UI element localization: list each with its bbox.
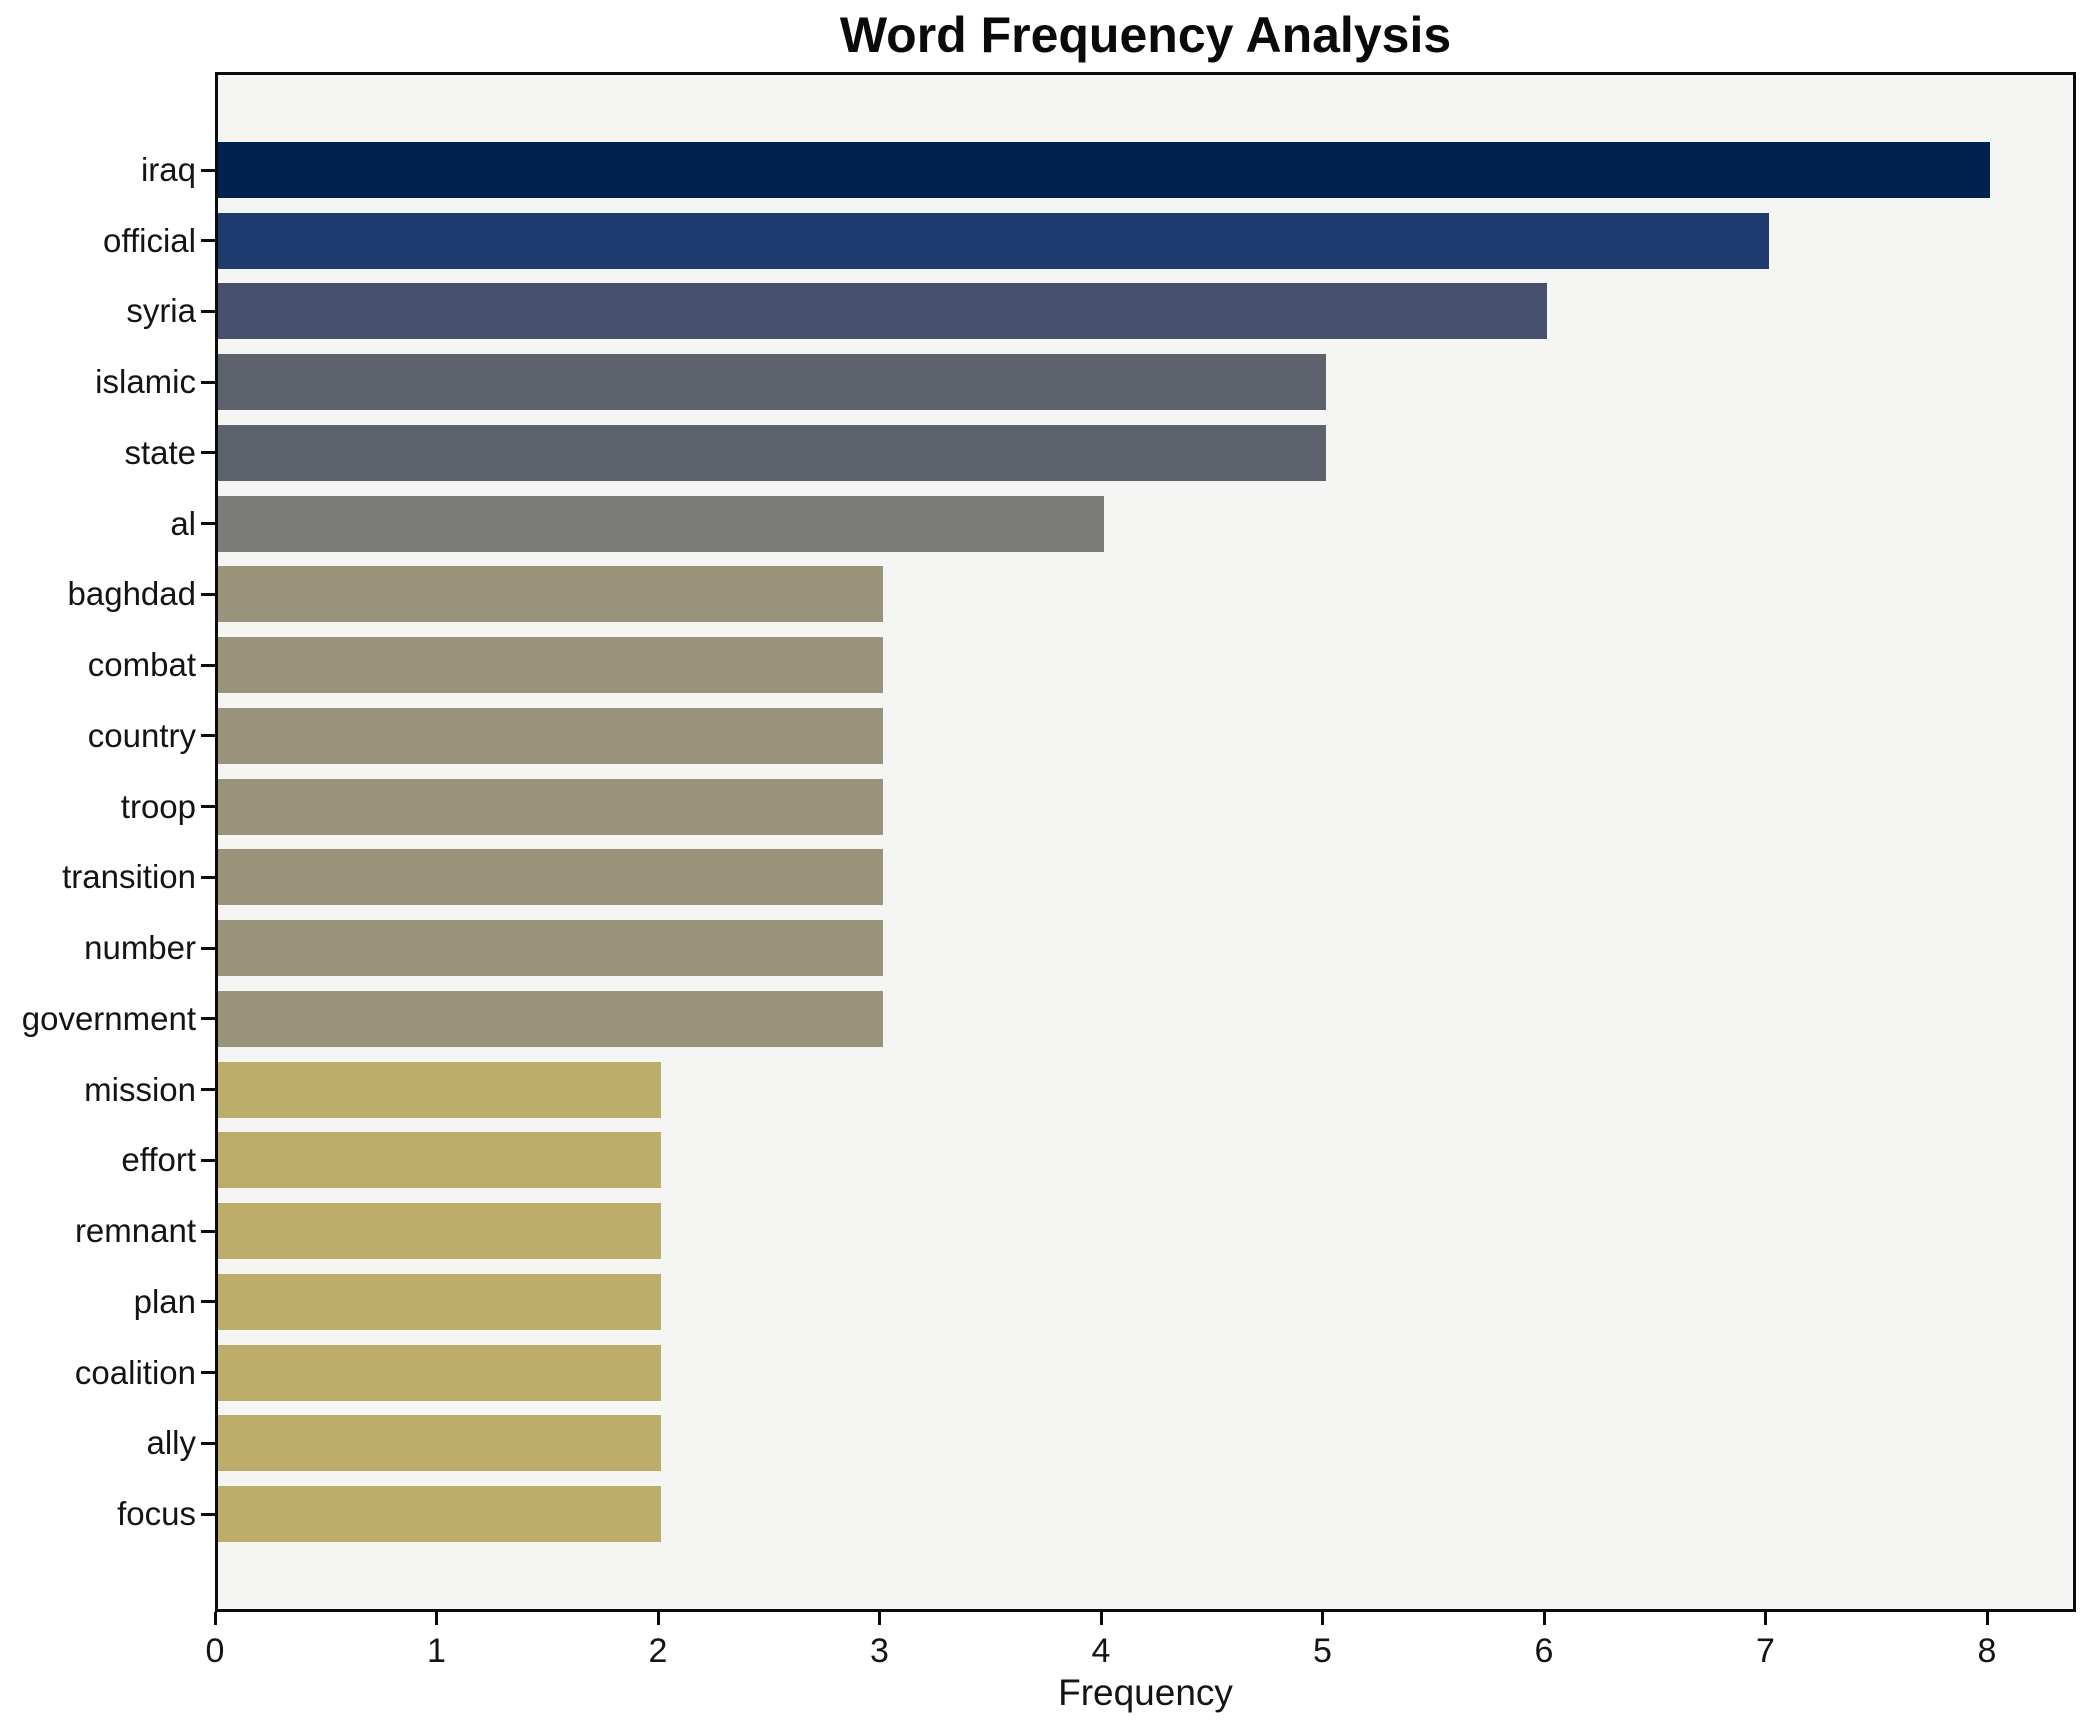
bar-effort bbox=[218, 1132, 661, 1189]
x-tick-mark bbox=[435, 1612, 438, 1625]
x-axis-title: Frequency bbox=[1058, 1672, 1233, 1713]
bar-troop bbox=[218, 778, 883, 835]
bar-baghdad bbox=[218, 566, 883, 623]
y-tick-mark bbox=[201, 1017, 215, 1021]
y-tick-label: mission bbox=[84, 1070, 196, 1108]
bar-government bbox=[218, 990, 883, 1047]
y-tick-label: focus bbox=[117, 1495, 196, 1533]
x-tick-label: 1 bbox=[427, 1632, 446, 1670]
x-tick-mark bbox=[1542, 1612, 1546, 1625]
y-tick-label: troop bbox=[120, 787, 196, 825]
y-tick-label: islamic bbox=[95, 363, 196, 401]
x-tick-mark bbox=[1764, 1612, 1767, 1625]
y-tick-label: government bbox=[21, 999, 196, 1037]
y-tick-mark bbox=[201, 239, 215, 243]
bar-focus bbox=[218, 1486, 661, 1543]
y-tick-mark bbox=[201, 522, 215, 526]
y-tick-mark bbox=[201, 663, 215, 667]
y-tick-mark bbox=[201, 309, 215, 313]
y-tick-label: state bbox=[124, 433, 196, 471]
y-tick-mark bbox=[201, 734, 215, 738]
x-tick-mark bbox=[1985, 1612, 1989, 1625]
y-tick-mark bbox=[201, 875, 215, 879]
y-tick-mark bbox=[201, 1300, 215, 1304]
y-tick-label: combat bbox=[87, 646, 196, 684]
y-tick-mark bbox=[201, 380, 215, 384]
bar-ally bbox=[218, 1415, 661, 1472]
x-tick-label: 5 bbox=[1313, 1632, 1332, 1670]
y-tick-mark bbox=[201, 1088, 215, 1092]
y-tick-label: iraq bbox=[140, 151, 196, 188]
y-tick-mark bbox=[201, 1229, 215, 1233]
bar-islamic bbox=[218, 354, 1326, 411]
y-tick-mark bbox=[201, 1512, 215, 1516]
y-tick-mark bbox=[201, 805, 215, 809]
bar-remnant bbox=[218, 1203, 661, 1260]
x-tick-label: 3 bbox=[870, 1632, 889, 1670]
y-tick-mark bbox=[201, 168, 215, 172]
plot-area bbox=[215, 72, 2076, 1612]
bar-al bbox=[218, 495, 1104, 552]
x-tick-label: 2 bbox=[648, 1632, 668, 1670]
x-tick-mark bbox=[1321, 1612, 1324, 1625]
bar-state bbox=[218, 424, 1326, 481]
y-tick-mark bbox=[201, 1441, 215, 1445]
y-tick-mark bbox=[201, 946, 215, 950]
x-tick-mark bbox=[878, 1612, 881, 1625]
bar-iraq bbox=[218, 142, 1990, 198]
y-tick-label: plan bbox=[133, 1282, 196, 1320]
x-tick-mark bbox=[1099, 1612, 1103, 1625]
y-tick-label: official bbox=[103, 221, 196, 259]
y-tick-mark bbox=[201, 1158, 215, 1162]
y-tick-label: effort bbox=[121, 1141, 196, 1179]
chart-title: Word Frequency Analysis bbox=[839, 7, 1452, 63]
bar-country bbox=[218, 707, 883, 764]
bar-combat bbox=[218, 637, 883, 694]
bar-mission bbox=[218, 1061, 661, 1118]
y-tick-label: country bbox=[87, 716, 196, 754]
y-tick-mark bbox=[201, 451, 215, 455]
x-tick-label: 8 bbox=[1977, 1632, 1997, 1670]
y-tick-label: ally bbox=[146, 1424, 196, 1462]
x-tick-label: 4 bbox=[1091, 1632, 1111, 1670]
bar-syria bbox=[218, 283, 1547, 340]
bar-number bbox=[218, 920, 883, 977]
x-tick-label: 6 bbox=[1534, 1632, 1554, 1670]
y-tick-mark bbox=[201, 1371, 215, 1375]
y-tick-label: baghdad bbox=[67, 575, 196, 613]
y-tick-label: syria bbox=[126, 292, 196, 330]
y-tick-label: remnant bbox=[74, 1212, 196, 1250]
x-tick-label: 0 bbox=[205, 1632, 225, 1670]
x-tick-mark bbox=[213, 1612, 217, 1625]
bar-coalition bbox=[218, 1344, 661, 1401]
bar-transition bbox=[218, 849, 883, 906]
y-tick-label: coalition bbox=[74, 1353, 196, 1391]
y-tick-mark bbox=[201, 592, 215, 596]
bar-plan bbox=[218, 1273, 661, 1330]
x-tick-label: 7 bbox=[1756, 1632, 1775, 1670]
y-tick-label: number bbox=[84, 929, 196, 967]
y-tick-label: al bbox=[170, 504, 196, 542]
x-tick-mark bbox=[656, 1612, 660, 1625]
bar-official bbox=[218, 212, 1769, 269]
y-tick-label: transition bbox=[62, 858, 196, 896]
